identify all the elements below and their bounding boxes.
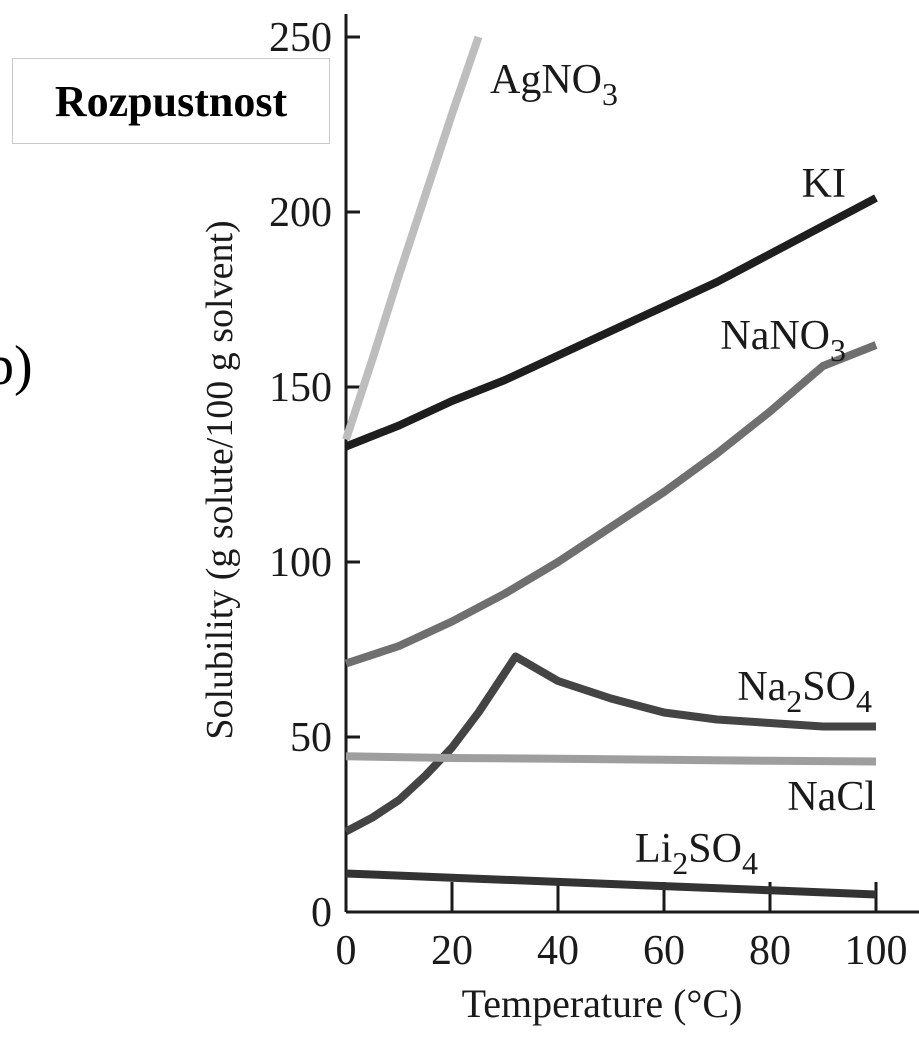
series-line-agno3 — [342, 35, 483, 441]
series-label-li2so4: Li2SO4 — [635, 826, 758, 881]
series-label-nacl: NaCl — [787, 774, 876, 820]
series-group — [342, 35, 878, 899]
x-tick-label: 60 — [643, 928, 685, 974]
series-label-ki: KI — [802, 161, 846, 207]
chart-title-box: Rozpustnost — [12, 58, 330, 144]
series-line-nano3 — [344, 341, 878, 668]
series-line-ki — [344, 194, 878, 451]
series-line-nacl — [345, 752, 877, 766]
series-labels-group: AgNO3 KI NaNO3 Na2SO4 NaCl Li2SO4 — [490, 57, 876, 881]
y-tick-label: 0 — [311, 890, 332, 936]
series-label-nano3: NaNO3 — [720, 313, 846, 368]
x-axis-label: Temperature (°C) — [462, 981, 743, 1026]
series-label-agno3: AgNO3 — [490, 57, 618, 112]
y-tick-label: 200 — [269, 190, 332, 236]
axes-group: 0 50 100 150 200 250 0 20 40 60 80 100 — [269, 14, 919, 974]
x-tick-label: 100 — [845, 928, 908, 974]
y-tick-label: 50 — [290, 715, 332, 761]
x-tick-label: 20 — [431, 928, 473, 974]
series-line-li2so4 — [345, 869, 877, 899]
x-tick-label: 0 — [336, 928, 357, 974]
y-tick-label: 150 — [269, 365, 332, 411]
y-tick-label: 100 — [269, 540, 332, 586]
panel-side-mark: b) — [0, 335, 33, 397]
series-line-na2so4 — [344, 652, 876, 836]
x-tick-label: 80 — [749, 928, 791, 974]
y-axis-label: Solubility (g solute/100 g solvent) — [199, 220, 241, 739]
series-label-na2so4: Na2SO4 — [737, 664, 872, 719]
x-tick-label: 40 — [537, 928, 579, 974]
y-tick-label: 250 — [269, 15, 332, 61]
chart-title: Rozpustnost — [54, 76, 288, 126]
